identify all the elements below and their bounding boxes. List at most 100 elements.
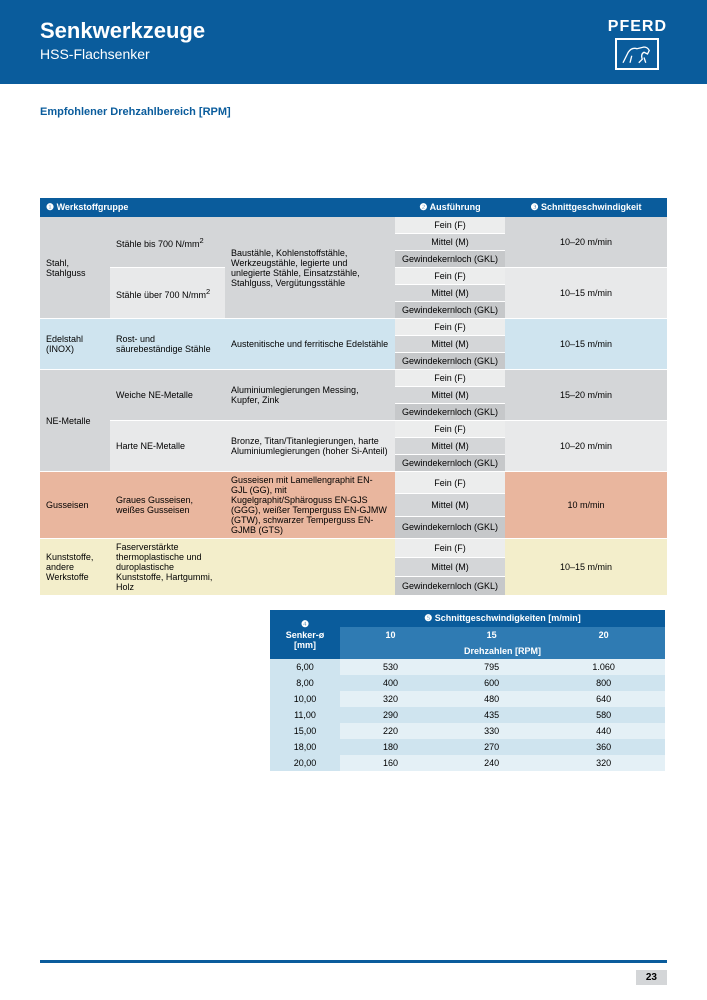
th-speed-col: 10 xyxy=(340,627,441,643)
cell-speed: 10 m/min xyxy=(505,472,667,539)
cell-material: Rost- und säurebeständige Stähle xyxy=(110,319,225,370)
cell-desc: Austenitische und ferritische Edelstähle xyxy=(225,319,395,370)
cell-desc: Aluminiumlegierungen Messing, Kupfer, Zi… xyxy=(225,370,395,421)
cell-exec: Fein (F) xyxy=(395,539,505,558)
cell-dia: 11,00 xyxy=(270,707,340,723)
cell-rpm: 360 xyxy=(542,739,665,755)
cell-rpm: 160 xyxy=(340,755,441,771)
header-text: Senkwerkzeuge HSS-Flachsenker xyxy=(40,18,205,62)
th-execution: ❷ Ausführung xyxy=(395,198,505,217)
table-row: Edelstahl (INOX)Rost- und säurebeständig… xyxy=(40,319,667,336)
cell-exec: Gewindekernloch (GKL) xyxy=(395,577,505,596)
cell-exec: Mittel (M) xyxy=(395,234,505,251)
cell-rpm: 1.060 xyxy=(542,659,665,675)
cell-exec: Gewindekernloch (GKL) xyxy=(395,353,505,370)
cell-speed: 10–15 m/min xyxy=(505,319,667,370)
cell-dia: 10,00 xyxy=(270,691,340,707)
cell-material: Faserverstärkte thermoplastische und dur… xyxy=(110,539,225,596)
cell-dia: 20,00 xyxy=(270,755,340,771)
th-material-group: ❶ Werkstoffgruppe xyxy=(40,198,395,217)
cell-rpm: 320 xyxy=(340,691,441,707)
cell-rpm: 320 xyxy=(542,755,665,771)
cell-exec: Mittel (M) xyxy=(395,336,505,353)
th-speeds: ❺ Schnittgeschwindigkeiten [m/min] xyxy=(340,610,665,627)
cell-dia: 8,00 xyxy=(270,675,340,691)
th-dia-unit: [mm] xyxy=(294,640,316,650)
horse-icon xyxy=(615,38,659,70)
cell-exec: Mittel (M) xyxy=(395,494,505,516)
table-row: 15,00220330440 xyxy=(270,723,665,739)
cell-rpm: 435 xyxy=(441,707,542,723)
table-row: 18,00180270360 xyxy=(270,739,665,755)
cell-dia: 15,00 xyxy=(270,723,340,739)
table-row: Harte NE-MetalleBronze, Titan/Titanlegie… xyxy=(40,421,667,438)
th-cutting-speed: ❸ Schnittgeschwindigkeit xyxy=(505,198,667,217)
cell-exec: Fein (F) xyxy=(395,268,505,285)
cell-exec: Fein (F) xyxy=(395,217,505,234)
cell-speed: 15–20 m/min xyxy=(505,370,667,421)
page-header: Senkwerkzeuge HSS-Flachsenker PFERD xyxy=(0,0,707,84)
cell-exec: Gewindekernloch (GKL) xyxy=(395,404,505,421)
page-subtitle: HSS-Flachsenker xyxy=(40,46,205,62)
th-dia-label: Senker-ø xyxy=(286,630,325,640)
table-row: 8,00400600800 xyxy=(270,675,665,691)
cell-exec: Mittel (M) xyxy=(395,438,505,455)
cell-desc: Baustähle, Kohlenstoffstähle, Werkzeugst… xyxy=(225,217,395,319)
cell-exec: Gewindekernloch (GKL) xyxy=(395,516,505,538)
cell-rpm: 330 xyxy=(441,723,542,739)
cell-rpm: 270 xyxy=(441,739,542,755)
cell-material: Weiche NE-Metalle xyxy=(110,370,225,421)
cell-dia: 6,00 xyxy=(270,659,340,675)
section-title: Empfohlener Drehzahlbereich [RPM] xyxy=(40,106,667,118)
page-title: Senkwerkzeuge xyxy=(40,18,205,44)
th-diameter: ❹ Senker-ø [mm] xyxy=(270,610,340,659)
table-row: NE-MetalleWeiche NE-MetalleAluminiumlegi… xyxy=(40,370,667,387)
th-dia-num: ❹ xyxy=(301,619,309,629)
table-row: Kunststoffe, andere WerkstoffeFaserverst… xyxy=(40,539,667,558)
footer: 23 xyxy=(0,960,707,985)
table-row: Stahl, StahlgussStähle bis 700 N/mm2Baus… xyxy=(40,217,667,234)
cell-exec: Fein (F) xyxy=(395,319,505,336)
table-row: 6,005307951.060 xyxy=(270,659,665,675)
cell-desc: Bronze, Titan/Titanlegierungen, harte Al… xyxy=(225,421,395,472)
cell-exec: Gewindekernloch (GKL) xyxy=(395,251,505,268)
cell-rpm: 290 xyxy=(340,707,441,723)
page-number-wrap: 23 xyxy=(0,967,707,985)
table-row: 11,00290435580 xyxy=(270,707,665,723)
cell-material: Stähle über 700 N/mm2 xyxy=(110,268,225,319)
cell-rpm: 640 xyxy=(542,691,665,707)
th-speed-col: 20 xyxy=(542,627,665,643)
cell-rpm: 220 xyxy=(340,723,441,739)
cell-exec: Mittel (M) xyxy=(395,285,505,302)
cell-rpm: 240 xyxy=(441,755,542,771)
cell-group: Gusseisen xyxy=(40,472,110,539)
cell-speed: 10–15 m/min xyxy=(505,268,667,319)
cell-rpm: 580 xyxy=(542,707,665,723)
cell-rpm: 480 xyxy=(441,691,542,707)
cell-material: Harte NE-Metalle xyxy=(110,421,225,472)
table-row: 20,00160240320 xyxy=(270,755,665,771)
cell-speed: 10–20 m/min xyxy=(505,421,667,472)
page-number: 23 xyxy=(636,970,667,985)
cell-rpm: 530 xyxy=(340,659,441,675)
cell-rpm: 795 xyxy=(441,659,542,675)
content: Empfohlener Drehzahlbereich [RPM] ❶ Werk… xyxy=(0,84,707,781)
cell-material: Graues Gusseisen, weißes Gusseisen xyxy=(110,472,225,539)
cell-exec: Mittel (M) xyxy=(395,558,505,577)
cell-group: Edelstahl (INOX) xyxy=(40,319,110,370)
cell-rpm: 440 xyxy=(542,723,665,739)
cell-material: Stähle bis 700 N/mm2 xyxy=(110,217,225,268)
cell-exec: Mittel (M) xyxy=(395,387,505,404)
cell-exec: Gewindekernloch (GKL) xyxy=(395,302,505,319)
brand-name: PFERD xyxy=(608,18,667,36)
table-row: 10,00320480640 xyxy=(270,691,665,707)
footer-line xyxy=(40,960,667,963)
cell-rpm: 600 xyxy=(441,675,542,691)
table-row: GusseisenGraues Gusseisen, weißes Gussei… xyxy=(40,472,667,494)
cell-desc xyxy=(225,539,395,596)
cell-group: NE-Metalle xyxy=(40,370,110,472)
cell-desc: Gusseisen mit Lamellengraphit EN-GJL (GG… xyxy=(225,472,395,539)
th-speed-col: 15 xyxy=(441,627,542,643)
cell-exec: Fein (F) xyxy=(395,472,505,494)
pferd-logo: PFERD xyxy=(608,18,667,70)
